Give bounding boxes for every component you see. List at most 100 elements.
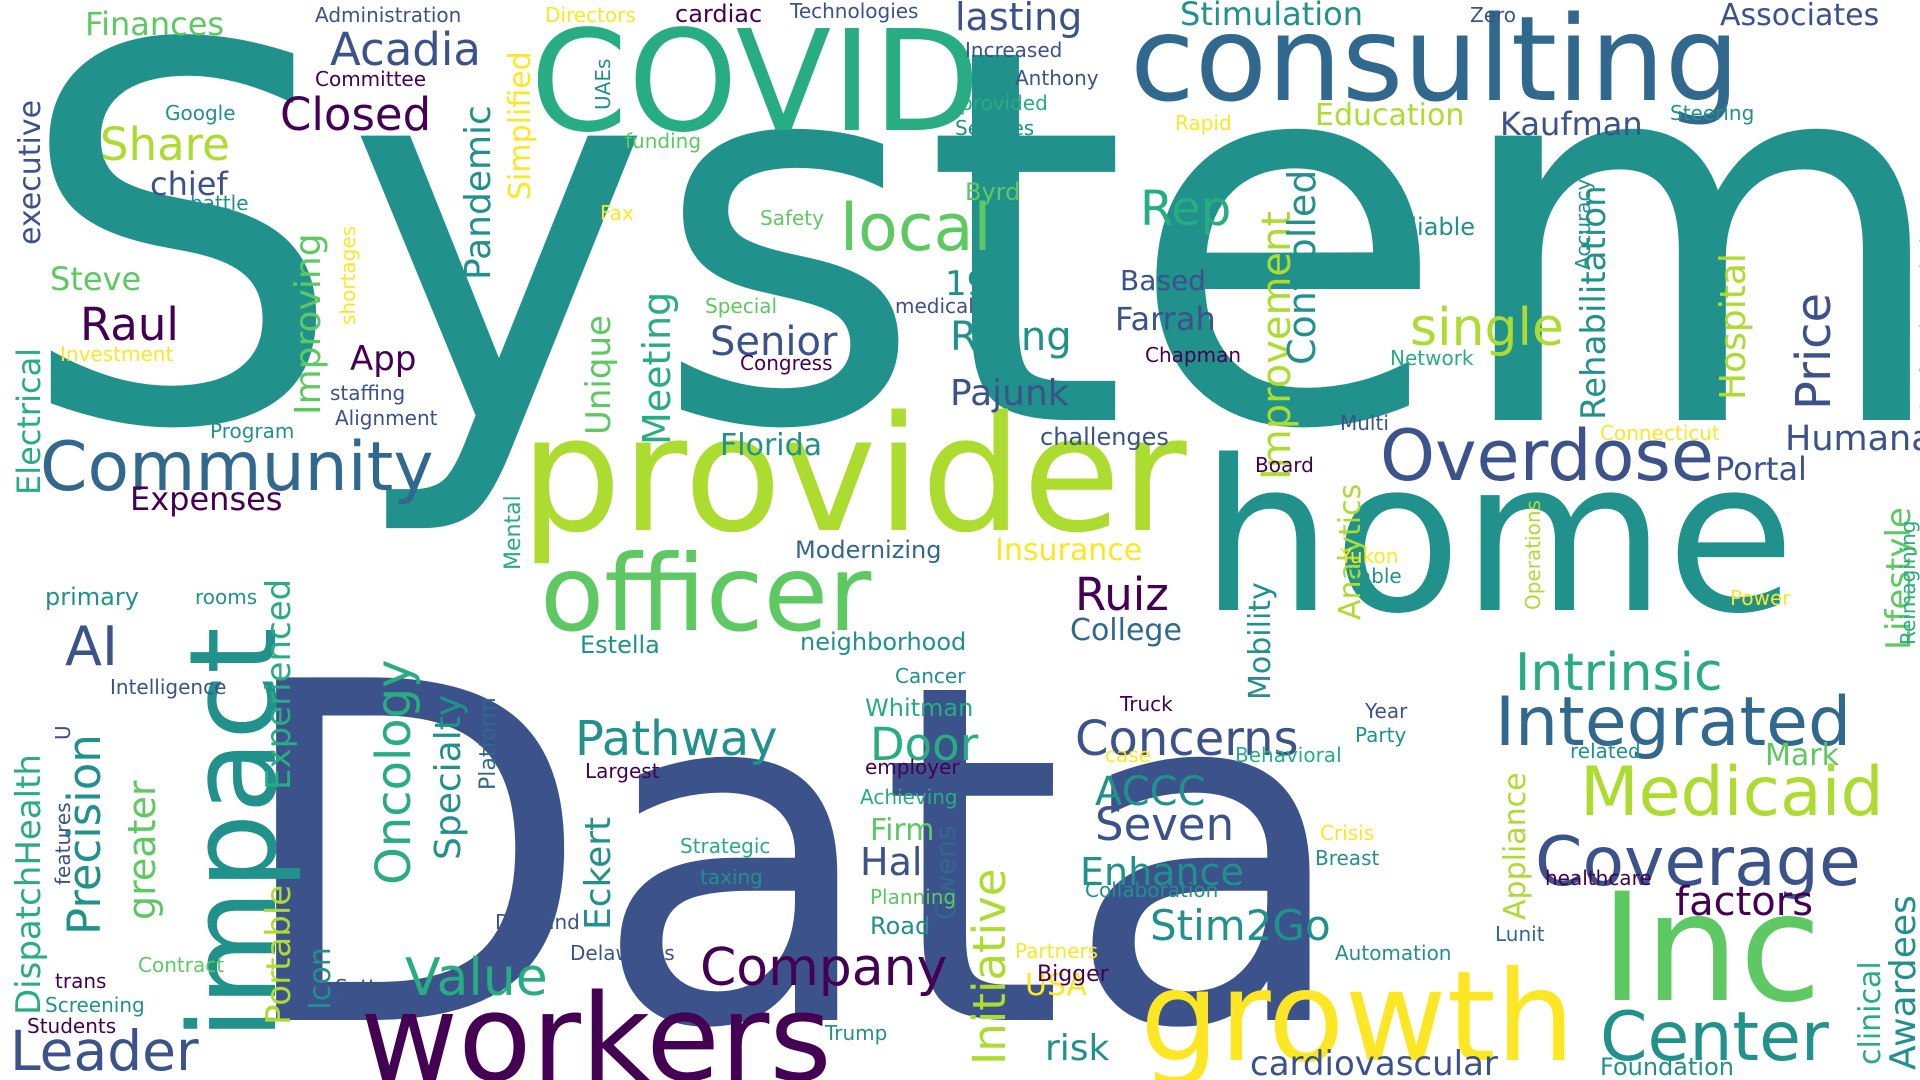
word-hospital: Hospital <box>1713 253 1754 400</box>
word-zero: Zero <box>1470 3 1516 27</box>
word-staffing: staffing <box>330 381 405 405</box>
word-sutter: Sutter <box>335 975 397 999</box>
word-icon: Icon <box>303 947 338 1010</box>
word-round: Round <box>960 151 1023 175</box>
word-19s: 19s <box>945 264 1006 304</box>
word-achieving: Achieving <box>860 785 958 809</box>
word-steve: Steve <box>50 260 141 298</box>
word-features: features <box>51 802 75 885</box>
word-inc: Inc <box>1600 862 1822 1036</box>
word-taxing: taxing <box>700 865 763 889</box>
word-medicaid: Medicaid <box>1580 753 1884 832</box>
word-mental: Mental <box>501 495 526 570</box>
word-crisis: Crisis <box>1320 821 1374 845</box>
word-education: Education <box>1315 98 1464 133</box>
word-workers: workers <box>360 970 832 1080</box>
word-mobility: Mobility <box>1243 582 1278 700</box>
word-neighborhood: neighborhood <box>800 628 966 656</box>
word-special: Special <box>705 294 777 318</box>
word-provided: provided <box>960 91 1048 115</box>
word-chief: chief <box>150 165 228 203</box>
word-delawares: Delawares <box>570 941 675 965</box>
word-contract: Contract <box>138 953 224 977</box>
word-power: Power <box>1730 586 1791 610</box>
word-covid: COVID <box>530 1 980 164</box>
word-trump: Trump <box>824 1021 887 1045</box>
word-provider: provider <box>520 381 1187 568</box>
word-students: Students <box>27 1014 116 1038</box>
word-investment: Investment <box>60 342 173 366</box>
word-humana: Humana <box>1785 419 1920 459</box>
word-fax: Fax <box>600 201 634 225</box>
word-increased: Increased <box>965 38 1062 62</box>
word-alignment: Alignment <box>335 406 438 430</box>
word-primary: primary <box>45 583 139 611</box>
word-reliable: Reliable <box>1380 213 1475 241</box>
word-secures: Secures <box>955 116 1034 140</box>
word-demand: Demand <box>495 910 580 934</box>
word-stimulation: Stimulation <box>1180 0 1363 33</box>
word-unique: Unique <box>579 315 619 435</box>
word-case: case <box>1105 743 1151 767</box>
word-finances: Finances <box>85 5 224 43</box>
word-college: College <box>1070 613 1182 648</box>
word-data: Data <box>230 584 1352 1080</box>
word-shortages: shortages <box>336 226 360 325</box>
word-expenses: Expenses <box>130 480 282 518</box>
word-administration: Administration <box>315 3 461 27</box>
word-accuracy: Accuracy <box>1571 179 1595 270</box>
word-partners: Partners <box>1015 939 1098 963</box>
word-door: Door <box>870 718 979 771</box>
word-overdose: Overdose <box>1380 415 1714 497</box>
word-congress: Congress <box>740 351 833 375</box>
word-related: related <box>1570 739 1641 763</box>
word-intelligence: Intelligence <box>110 675 226 699</box>
word-year: Year <box>1364 699 1408 723</box>
word-based: Based <box>1120 264 1206 297</box>
word-pathway: Pathway <box>575 711 778 767</box>
word-firm: Firm <box>870 813 934 848</box>
word-acadia: Acadia <box>330 23 481 76</box>
word-community: Community <box>40 428 434 507</box>
word-center: Center <box>1600 998 1829 1077</box>
word-platform: Platform <box>476 697 501 790</box>
word-leader: Leader <box>10 1019 199 1080</box>
word-rehabilitation: Rehabilitation <box>1574 185 1614 420</box>
word-automation: Automation <box>1335 941 1451 965</box>
word-technologies: Technologies <box>789 0 918 23</box>
word-lunit: Lunit <box>1495 922 1545 946</box>
word-app: App <box>350 339 416 379</box>
word-associates: Associates <box>1720 0 1879 33</box>
word-pandemic: Pandemic <box>458 105 499 280</box>
word-eckert: Eckert <box>578 817 619 930</box>
word-simplified: Simplified <box>503 51 538 200</box>
word-planning: Planning <box>870 885 956 909</box>
word-farrah: Farrah <box>1115 300 1216 338</box>
word-experienced: Experienced <box>259 579 299 790</box>
word-improving: Improving <box>288 233 329 415</box>
word-lifestyle: Lifestyle <box>1879 507 1919 650</box>
word-network: Network <box>1390 346 1474 370</box>
word-dispatchhealth: DispatchHealth <box>9 754 49 1015</box>
word-behavioral: Behavioral <box>1235 743 1342 767</box>
word-lasting: lasting <box>955 0 1082 39</box>
word-awardees: Awardees <box>1883 895 1920 1070</box>
word-clinical: clinical <box>1853 961 1888 1065</box>
word-battle: battle <box>190 191 249 215</box>
word-florida: Florida <box>720 428 822 463</box>
word-seven: Seven <box>1095 798 1234 851</box>
word-road: Road <box>870 912 930 940</box>
word-kaufman: Kaufman <box>1500 105 1643 143</box>
word-anthony: Anthony <box>1015 66 1099 90</box>
word-usa: USA <box>1025 968 1088 1003</box>
word-senior: Senior <box>710 319 838 365</box>
word-breast: Breast <box>1315 846 1379 870</box>
word-intrinsic: Intrinsic <box>1515 643 1723 703</box>
word-home: home <box>1200 415 1795 660</box>
word-employer: employer <box>865 755 960 779</box>
word-byrd: Byrd <box>965 178 1020 206</box>
word-trans: trans <box>55 969 106 993</box>
word-pajunk: Pajunk <box>950 373 1069 414</box>
word-medical: medical <box>895 294 974 318</box>
